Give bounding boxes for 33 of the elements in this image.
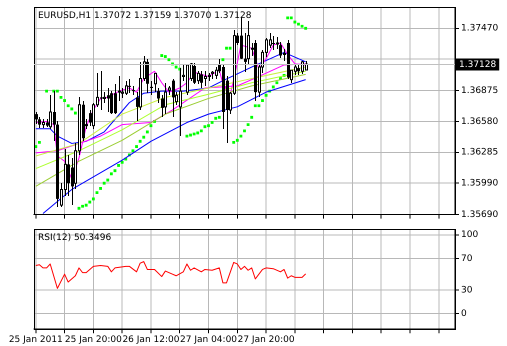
x-tick-label: 26 Jan 12:00 [122,334,180,345]
ref-line-label: 1.37128 [459,60,496,70]
candlestick [172,78,175,118]
chart-title: EURUSD,H1 1.37072 1.37159 1.37070 1.37128 [38,11,252,22]
y-tick-label: 1.37470 [461,24,498,34]
candlestick [100,70,103,110]
y-tick-label: 1.36285 [461,148,498,158]
candlestick [150,80,153,96]
y-tick-label: 1.35990 [461,178,498,189]
candlestick [297,64,300,76]
candlestick [107,88,110,112]
candlestick [128,78,131,94]
x-tick-label: 25 Jan 20:00 [64,334,122,345]
y-tick-label: 30 [461,285,473,296]
x-tick-label: 27 Jan 04:00 [180,334,238,345]
y-tick-label: 1.36875 [461,86,498,96]
candlestick [114,84,117,114]
candlestick [67,154,70,196]
x-tick-label: 25 Jan 2011 [8,334,63,345]
candlestick [146,58,149,94]
y-tick-label: 70 [461,254,473,264]
y-tick-label: 100 [461,230,478,240]
x-tick-label: 27 Jan 20:00 [238,334,295,345]
candlestick [157,88,160,104]
candlestick [272,36,275,50]
candlestick [110,90,113,114]
y-tick-label: 0 [461,308,467,319]
y-tick-label: 1.36580 [461,116,498,127]
chart-title: RSI(12) 50.3496 [38,233,112,244]
candlestick [193,62,196,84]
y-tick-label: 1.35690 [461,210,498,220]
candlestick [200,70,203,88]
candlestick [240,16,243,60]
